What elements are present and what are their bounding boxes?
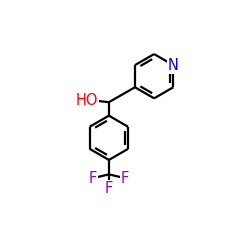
Text: HO: HO [76, 93, 98, 108]
Text: F: F [88, 171, 97, 186]
Text: F: F [121, 171, 129, 186]
Text: F: F [105, 181, 113, 196]
Text: N: N [168, 58, 179, 73]
